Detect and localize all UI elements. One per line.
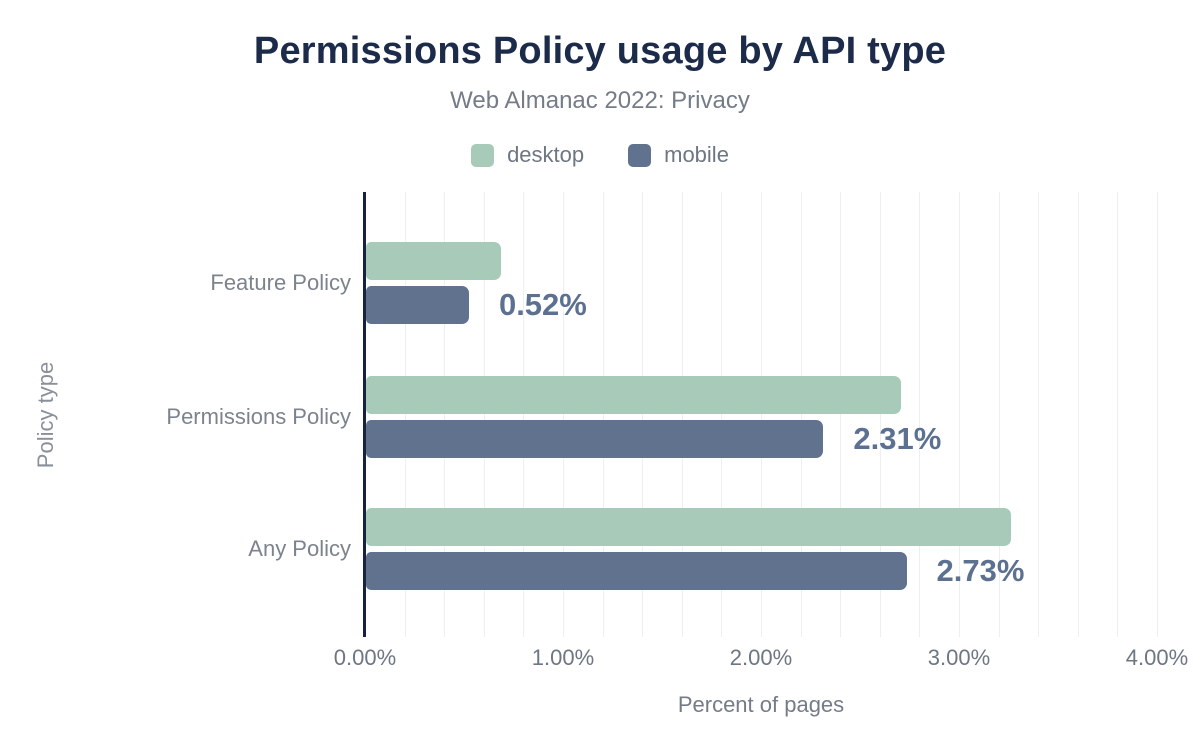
y-axis-line xyxy=(363,192,366,637)
x-tick-label-4.00%: 4.00% xyxy=(1125,645,1189,670)
x-tick-label-0.00%: 0.00% xyxy=(333,645,397,670)
gridline xyxy=(800,192,802,637)
gridline xyxy=(1157,192,1158,637)
gridline xyxy=(523,192,525,637)
chart-title: Permissions Policy usage by API type xyxy=(253,30,947,72)
legend: desktop mobile xyxy=(0,142,1200,168)
bar-desktop-any-policy[interactable] xyxy=(366,508,1012,546)
x-axis-title: Percent of pages xyxy=(677,692,845,717)
data-label-permissions-policy: 2.31% xyxy=(853,421,942,456)
bar-mobile-feature-policy[interactable] xyxy=(366,286,469,324)
gridline xyxy=(602,192,604,637)
category-label-feature-policy: Feature Policy xyxy=(210,270,351,295)
gridline xyxy=(681,192,683,637)
legend-item-desktop[interactable]: desktop xyxy=(471,142,584,168)
gridline xyxy=(919,192,921,637)
gridline xyxy=(1038,192,1040,637)
legend-label-desktop: desktop xyxy=(507,142,585,167)
gridline xyxy=(959,192,960,637)
bar-desktop-permissions-policy[interactable] xyxy=(366,376,901,414)
bar-mobile-permissions-policy[interactable] xyxy=(366,420,824,458)
category-label-any-policy: Any Policy xyxy=(248,536,351,561)
legend-item-mobile[interactable]: mobile xyxy=(628,142,729,168)
gridline xyxy=(1117,192,1119,637)
gridline xyxy=(483,192,485,637)
chart-subtitle: Web Almanac 2022: Privacy xyxy=(450,87,750,114)
gridline xyxy=(879,192,881,637)
bar-mobile-any-policy[interactable] xyxy=(366,552,907,590)
x-tick-label-2.00%: 2.00% xyxy=(729,645,793,670)
x-tick-label-3.00%: 3.00% xyxy=(927,645,991,670)
gridline xyxy=(721,192,723,637)
category-label-permissions-policy: Permissions Policy xyxy=(166,404,351,429)
gridline xyxy=(761,192,762,637)
data-label-any-policy: 2.73% xyxy=(936,553,1025,588)
legend-swatch-mobile-icon xyxy=(628,143,652,167)
gridline xyxy=(998,192,1000,637)
legend-swatch-desktop-icon xyxy=(471,143,495,167)
gridline xyxy=(1077,192,1079,637)
bar-desktop-feature-policy[interactable] xyxy=(366,242,501,280)
data-label-feature-policy: 0.52% xyxy=(498,287,587,322)
gridline xyxy=(563,192,564,637)
x-tick-label-1.00%: 1.00% xyxy=(531,645,595,670)
gridline xyxy=(444,192,446,637)
gridline xyxy=(642,192,644,637)
gridline xyxy=(840,192,842,637)
gridline xyxy=(404,192,406,637)
legend-label-mobile: mobile xyxy=(664,142,729,167)
